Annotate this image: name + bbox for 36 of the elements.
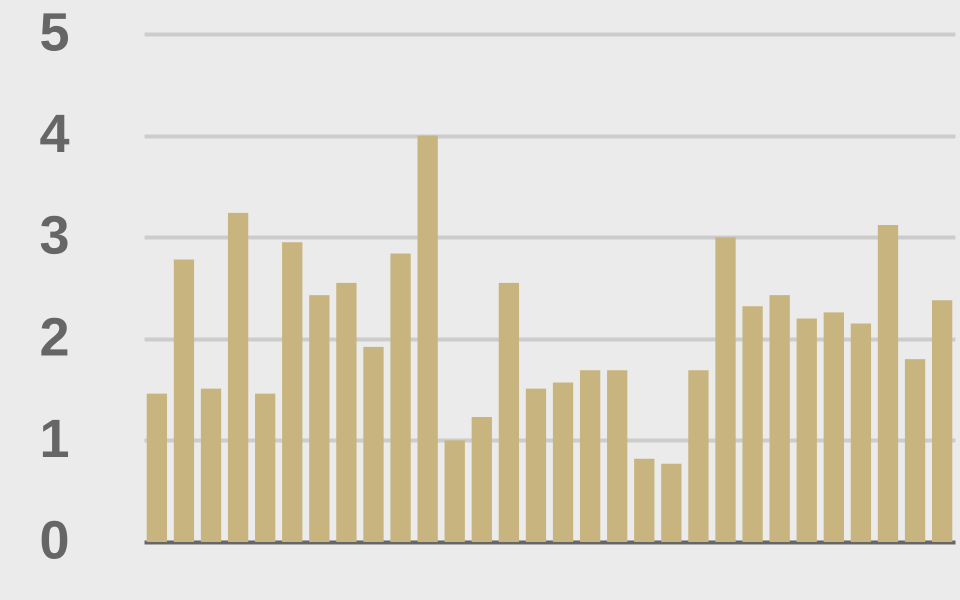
bar — [904, 359, 926, 542]
bar — [607, 370, 628, 542]
y-tick-label: 1 — [39, 408, 70, 469]
y-tick-label: 2 — [39, 307, 70, 368]
bar — [850, 324, 872, 542]
bar — [824, 312, 844, 542]
bar — [932, 300, 952, 542]
bar — [498, 282, 520, 542]
bar — [580, 370, 600, 542]
bar — [255, 394, 276, 542]
y-tick-label: 3 — [39, 206, 70, 266]
y-tick-label: 5 — [39, 2, 70, 62]
bar — [552, 382, 574, 542]
bar — [146, 394, 168, 542]
bar — [770, 295, 790, 542]
bar — [715, 237, 736, 542]
bar — [444, 440, 465, 542]
bar — [472, 417, 492, 542]
bar — [526, 388, 546, 542]
y-tick-label: 0 — [39, 510, 70, 570]
bar — [878, 225, 898, 542]
bar — [390, 253, 411, 542]
bar — [634, 458, 654, 542]
bar — [661, 464, 682, 542]
bar — [282, 242, 302, 542]
bar — [796, 318, 817, 542]
bar — [688, 370, 709, 542]
bar — [417, 136, 438, 542]
bar — [336, 282, 357, 542]
bar — [363, 346, 384, 542]
bar — [228, 212, 248, 542]
bar — [309, 295, 330, 542]
y-tick-label: 4 — [39, 104, 70, 164]
bar — [200, 388, 222, 542]
bar — [742, 306, 763, 542]
bar — [174, 260, 194, 542]
